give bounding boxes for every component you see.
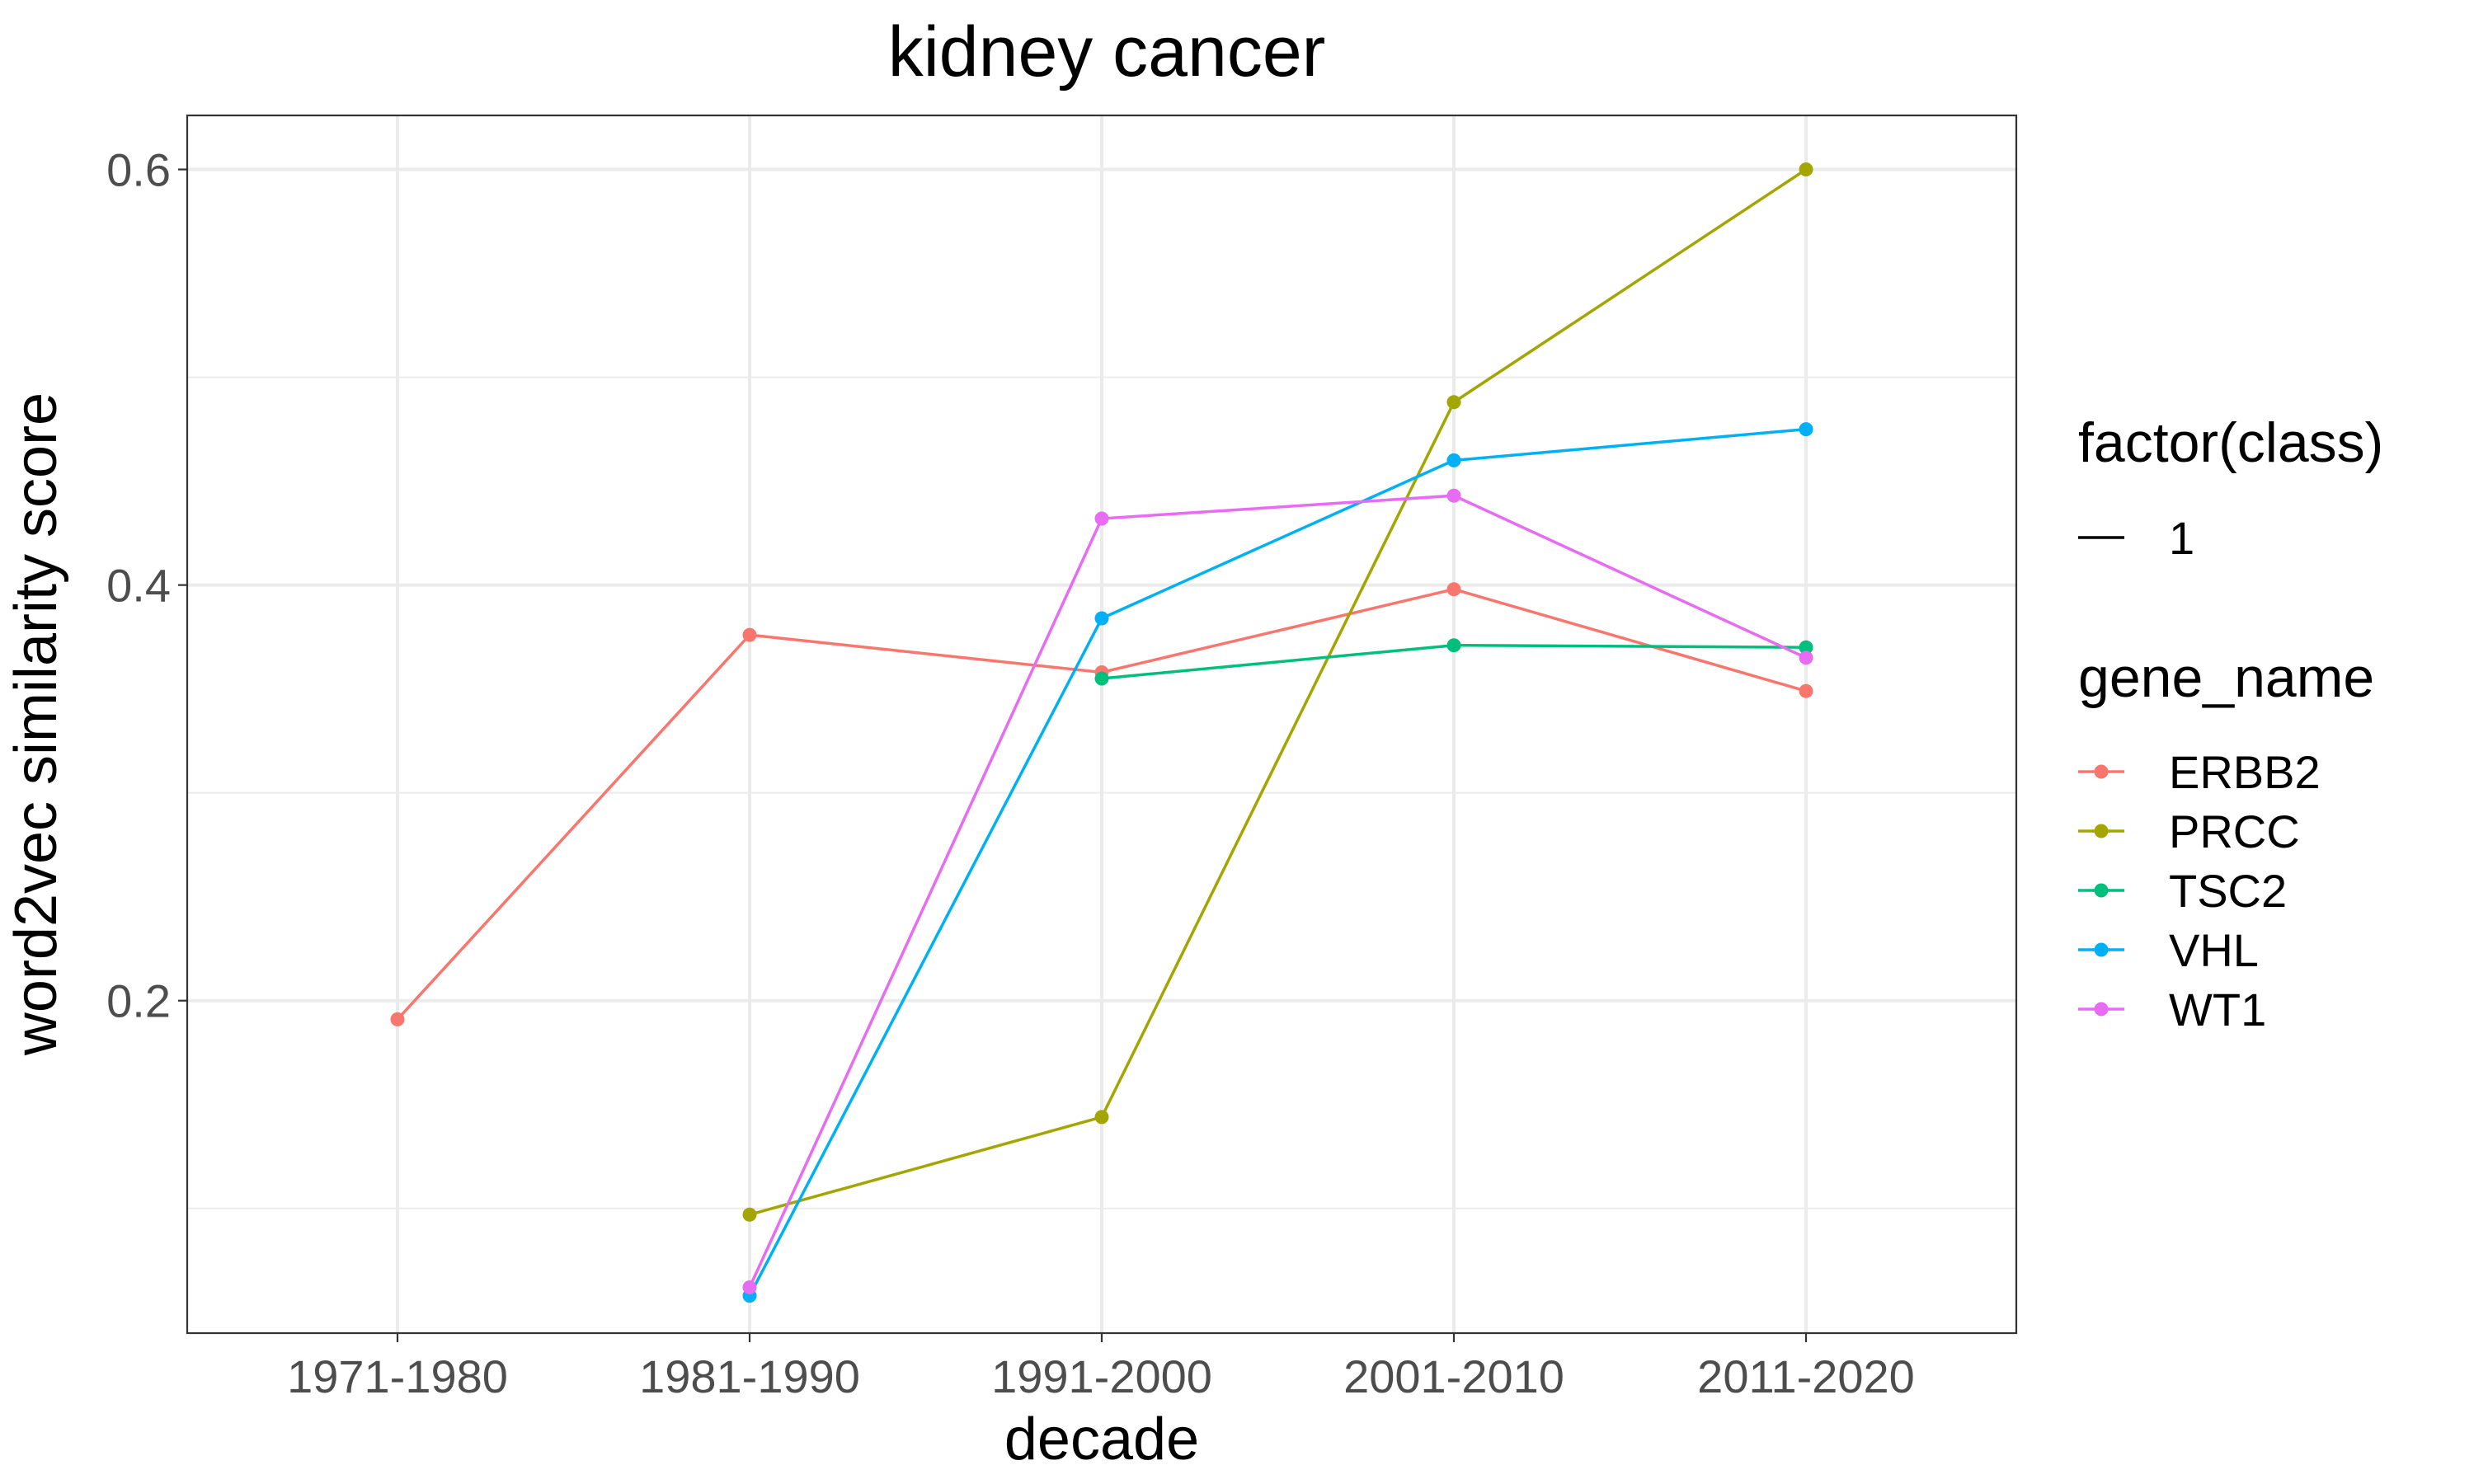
legend: factor(class) 1 gene_name ERBB2 PRCC TSC2 VHL W… bbox=[2078, 411, 2383, 1036]
series-line-vhl bbox=[748, 427, 1807, 1297]
x-tick-label: 1991-2000 bbox=[991, 1350, 1212, 1402]
x-tick-label: 2001-2010 bbox=[1343, 1350, 1564, 1402]
data-point-tsc2 bbox=[1094, 671, 1109, 686]
legend-title-gene: gene_name bbox=[2078, 646, 2374, 709]
data-point-vhl bbox=[1446, 453, 1461, 467]
y-tick-label: 0.6 bbox=[106, 144, 171, 196]
series-line-wt1 bbox=[748, 494, 1807, 1289]
legend-label-tsc2: TSC2 bbox=[2169, 865, 2287, 917]
y-axis: 0.2 0.4 0.6 bbox=[106, 144, 187, 1027]
y-axis-title: word2vec similarity score bbox=[3, 392, 69, 1056]
x-tick-label: 2011-2020 bbox=[1697, 1350, 1915, 1402]
data-point-erbb2 bbox=[742, 627, 757, 642]
data-point-erbb2 bbox=[390, 1012, 405, 1026]
legend-label-prcc: PRCC bbox=[2169, 805, 2300, 857]
data-point-erbb2 bbox=[1446, 582, 1461, 597]
chart-title: kidney cancer bbox=[888, 12, 1326, 92]
x-axis: 1971-1980 1981-1990 1991-2000 2001-2010 2011… bbox=[287, 1333, 1915, 1402]
x-tick-label: 1981-1990 bbox=[639, 1350, 860, 1402]
plot-panel bbox=[186, 114, 2018, 1335]
data-point-tsc2 bbox=[1446, 638, 1461, 653]
data-point-wt1 bbox=[1446, 488, 1461, 503]
series-line-prcc bbox=[749, 168, 1807, 1216]
data-point-prcc bbox=[742, 1207, 757, 1222]
legend-label-erbb2: ERBB2 bbox=[2169, 746, 2321, 798]
data-point-prcc bbox=[1446, 395, 1461, 410]
legend-key-point-erbb2 bbox=[2094, 764, 2109, 779]
legend-label-class: 1 bbox=[2169, 512, 2194, 564]
data-point-wt1 bbox=[1799, 650, 1813, 665]
x-axis-title: decade bbox=[1004, 1407, 1199, 1472]
legend-key-point-wt1 bbox=[2094, 1002, 2109, 1017]
data-point-vhl bbox=[1799, 422, 1813, 437]
data-point-prcc bbox=[1799, 162, 1813, 176]
y-tick-label: 0.2 bbox=[106, 975, 171, 1027]
data-point-wt1 bbox=[742, 1280, 757, 1294]
legend-label-vhl: VHL bbox=[2169, 924, 2259, 976]
x-tick-label: 1971-1980 bbox=[287, 1350, 508, 1402]
series-points bbox=[390, 162, 1813, 1303]
legend-label-wt1: WT1 bbox=[2169, 984, 2266, 1036]
legend-key-point-vhl bbox=[2094, 942, 2109, 957]
data-point-vhl bbox=[1094, 611, 1109, 626]
data-point-wt1 bbox=[1094, 511, 1109, 526]
data-point-erbb2 bbox=[1799, 683, 1813, 698]
legend-key-point-tsc2 bbox=[2094, 883, 2109, 898]
legend-title-class: factor(class) bbox=[2078, 411, 2383, 474]
data-point-prcc bbox=[1094, 1110, 1109, 1125]
data-point-tsc2 bbox=[1799, 640, 1813, 655]
y-tick-label: 0.4 bbox=[106, 560, 171, 612]
legend-key-point-prcc bbox=[2094, 824, 2109, 838]
grid-lines bbox=[187, 115, 2016, 1333]
